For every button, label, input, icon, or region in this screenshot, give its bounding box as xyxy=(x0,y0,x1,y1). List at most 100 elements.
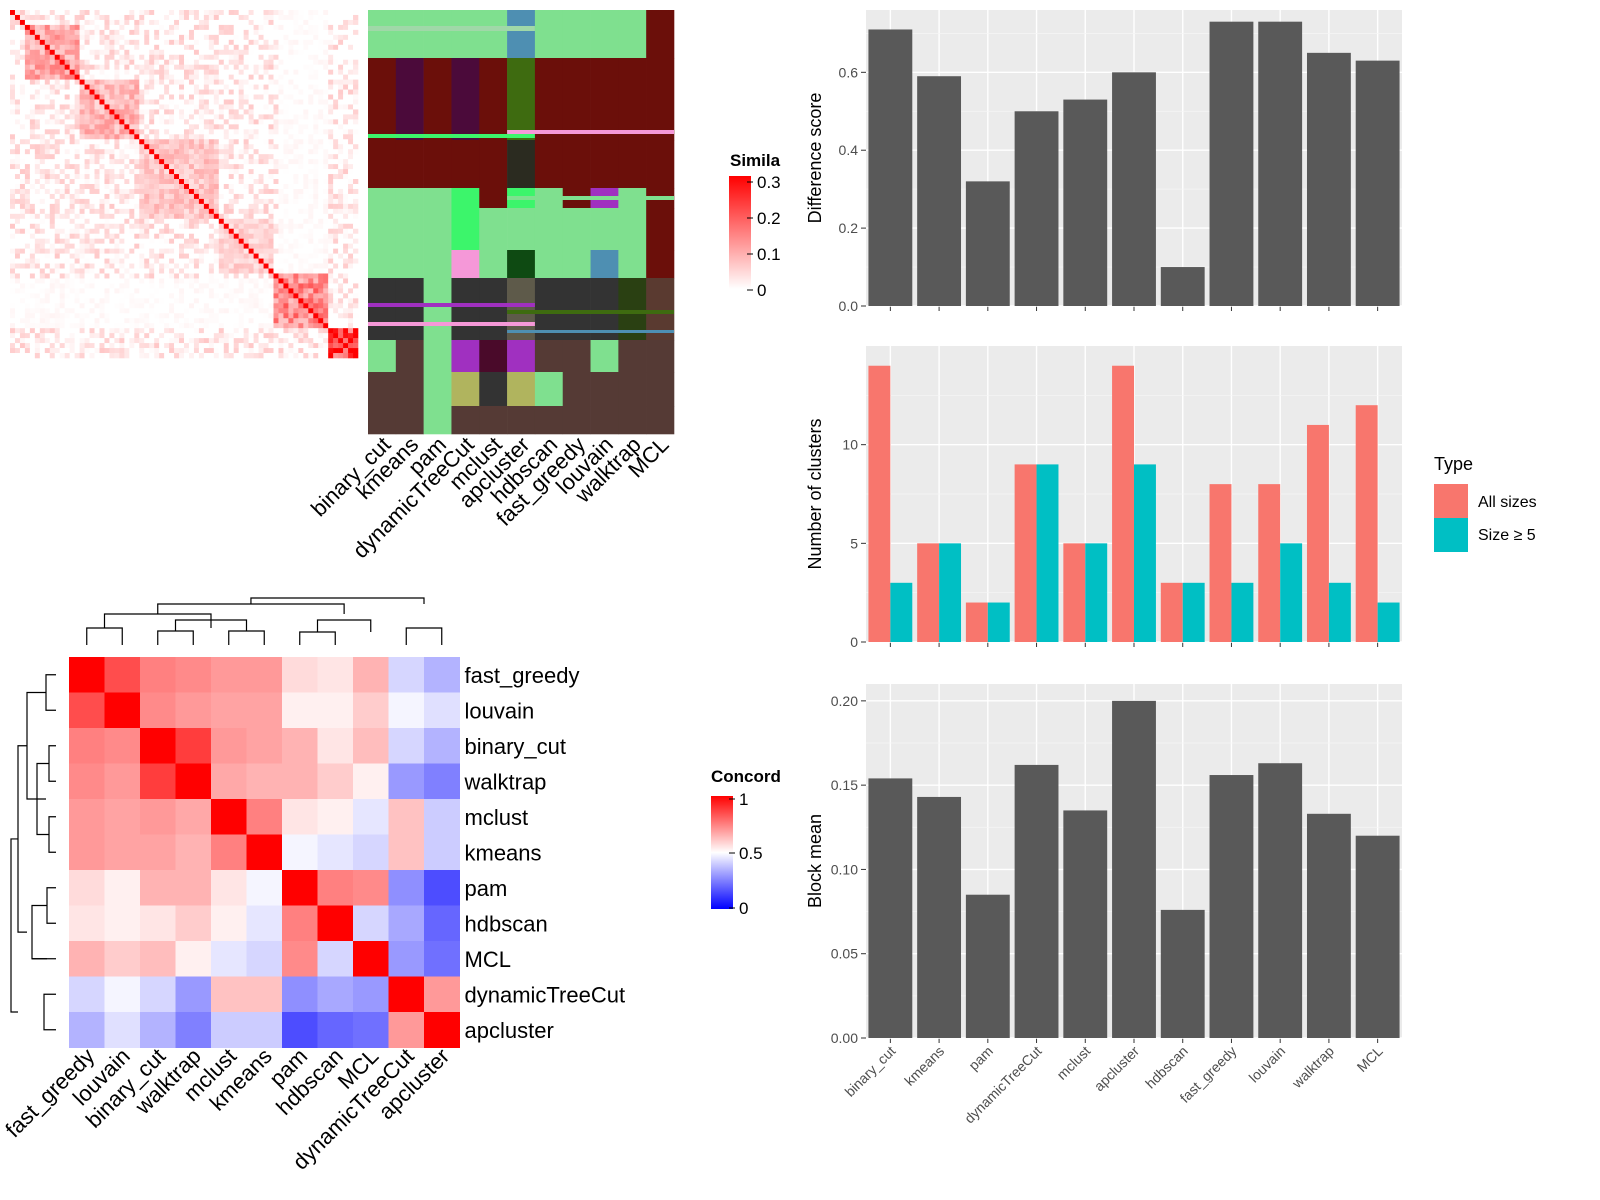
similarity-cell xyxy=(323,353,329,359)
similarity-cell xyxy=(169,174,175,180)
similarity-cell xyxy=(278,318,284,324)
similarity-cell xyxy=(248,288,254,294)
similarity-cell xyxy=(109,74,115,80)
similarity-cell xyxy=(164,94,170,100)
similarity-cell xyxy=(223,258,230,264)
similarity-cell xyxy=(328,129,334,135)
similarity-cell xyxy=(268,34,274,41)
similarity-cell xyxy=(263,44,269,51)
similarity-cell xyxy=(248,313,254,319)
similarity-cell xyxy=(34,253,41,259)
similarity-cell xyxy=(268,159,274,165)
similarity-cell xyxy=(293,193,299,200)
similarity-cell xyxy=(69,39,75,46)
similarity-cell xyxy=(94,313,100,319)
similarity-cell xyxy=(94,184,100,190)
similarity-cell xyxy=(333,34,339,41)
similarity-cell xyxy=(333,298,339,304)
membership-cell xyxy=(562,250,591,279)
similarity-cell xyxy=(124,343,130,349)
similarity-cell xyxy=(24,184,31,190)
similarity-cell xyxy=(233,19,239,26)
similarity-cell xyxy=(273,243,279,249)
similarity-cell xyxy=(134,188,140,195)
similarity-cell xyxy=(233,29,239,36)
similarity-cell xyxy=(94,288,100,294)
membership-cell xyxy=(395,188,424,209)
similarity-cell xyxy=(288,313,294,319)
similarity-cell xyxy=(288,208,294,215)
similarity-cell xyxy=(99,353,105,359)
similarity-cell xyxy=(273,273,279,279)
similarity-cell xyxy=(159,89,165,95)
similarity-cell xyxy=(208,44,215,51)
similarity-cell xyxy=(179,134,185,140)
similarity-cell xyxy=(278,124,284,130)
similarity-cell xyxy=(184,303,190,309)
similarity-cell xyxy=(218,29,225,36)
similarity-cell xyxy=(188,164,195,170)
similarity-cell xyxy=(323,258,329,264)
similarity-cell xyxy=(44,258,51,264)
similarity-cell xyxy=(238,39,244,46)
similarity-cell xyxy=(348,203,354,210)
similarity-cell xyxy=(49,253,56,259)
similarity-cell xyxy=(109,49,115,56)
similarity-cell xyxy=(248,273,254,279)
similarity-cell xyxy=(134,233,140,239)
membership-cell xyxy=(451,340,480,373)
similarity-cell xyxy=(353,104,359,110)
similarity-cell xyxy=(84,59,90,65)
similarity-cell xyxy=(104,283,110,289)
similarity-cell xyxy=(184,293,190,299)
similarity-cell xyxy=(144,79,150,85)
similarity-cell xyxy=(188,44,195,51)
similarity-cell xyxy=(338,303,344,309)
similarity-cell xyxy=(258,198,264,205)
similarity-cell xyxy=(333,129,339,135)
similarity-cell xyxy=(89,164,95,170)
similarity-cell xyxy=(238,238,244,244)
similarity-cell xyxy=(308,84,314,90)
similarity-cell xyxy=(258,154,264,160)
similarity-cell xyxy=(263,218,269,225)
similarity-cell xyxy=(24,278,31,284)
similarity-cell xyxy=(154,233,160,239)
similarity-cell xyxy=(84,129,90,135)
similarity-cell xyxy=(293,288,299,294)
similarity-cell xyxy=(283,238,289,244)
similarity-cell xyxy=(94,164,100,170)
similarity-cell xyxy=(49,283,56,289)
similarity-cell xyxy=(79,188,85,195)
similarity-cell xyxy=(348,353,354,359)
similarity-cell xyxy=(10,343,16,349)
similarity-cell xyxy=(253,114,259,120)
similarity-cell xyxy=(139,193,145,200)
similarity-cell xyxy=(44,59,51,65)
similarity-cell xyxy=(134,243,140,249)
similarity-cell xyxy=(119,198,125,205)
similarity-cell xyxy=(159,184,165,190)
similarity-cell xyxy=(44,159,51,165)
similarity-cell xyxy=(19,149,26,155)
similarity-cell xyxy=(44,233,51,239)
similarity-cell xyxy=(338,313,344,319)
similarity-cell xyxy=(243,238,249,244)
similarity-cell xyxy=(84,94,90,100)
similarity-cell xyxy=(333,19,339,26)
similarity-cell xyxy=(198,188,205,195)
similarity-cell xyxy=(303,104,309,110)
similarity-cell xyxy=(39,69,46,75)
similarity-cell xyxy=(14,303,21,309)
similarity-cell xyxy=(288,49,294,56)
similarity-cell xyxy=(203,159,210,165)
similarity-cell xyxy=(29,104,36,110)
similarity-cell xyxy=(109,263,115,269)
similarity-cell xyxy=(238,213,244,220)
similarity-cell xyxy=(149,84,155,90)
similarity-cell xyxy=(89,64,95,70)
similarity-cell xyxy=(64,243,70,249)
similarity-cell xyxy=(114,19,120,26)
similarity-cell xyxy=(154,318,160,324)
similarity-cell xyxy=(10,14,16,21)
